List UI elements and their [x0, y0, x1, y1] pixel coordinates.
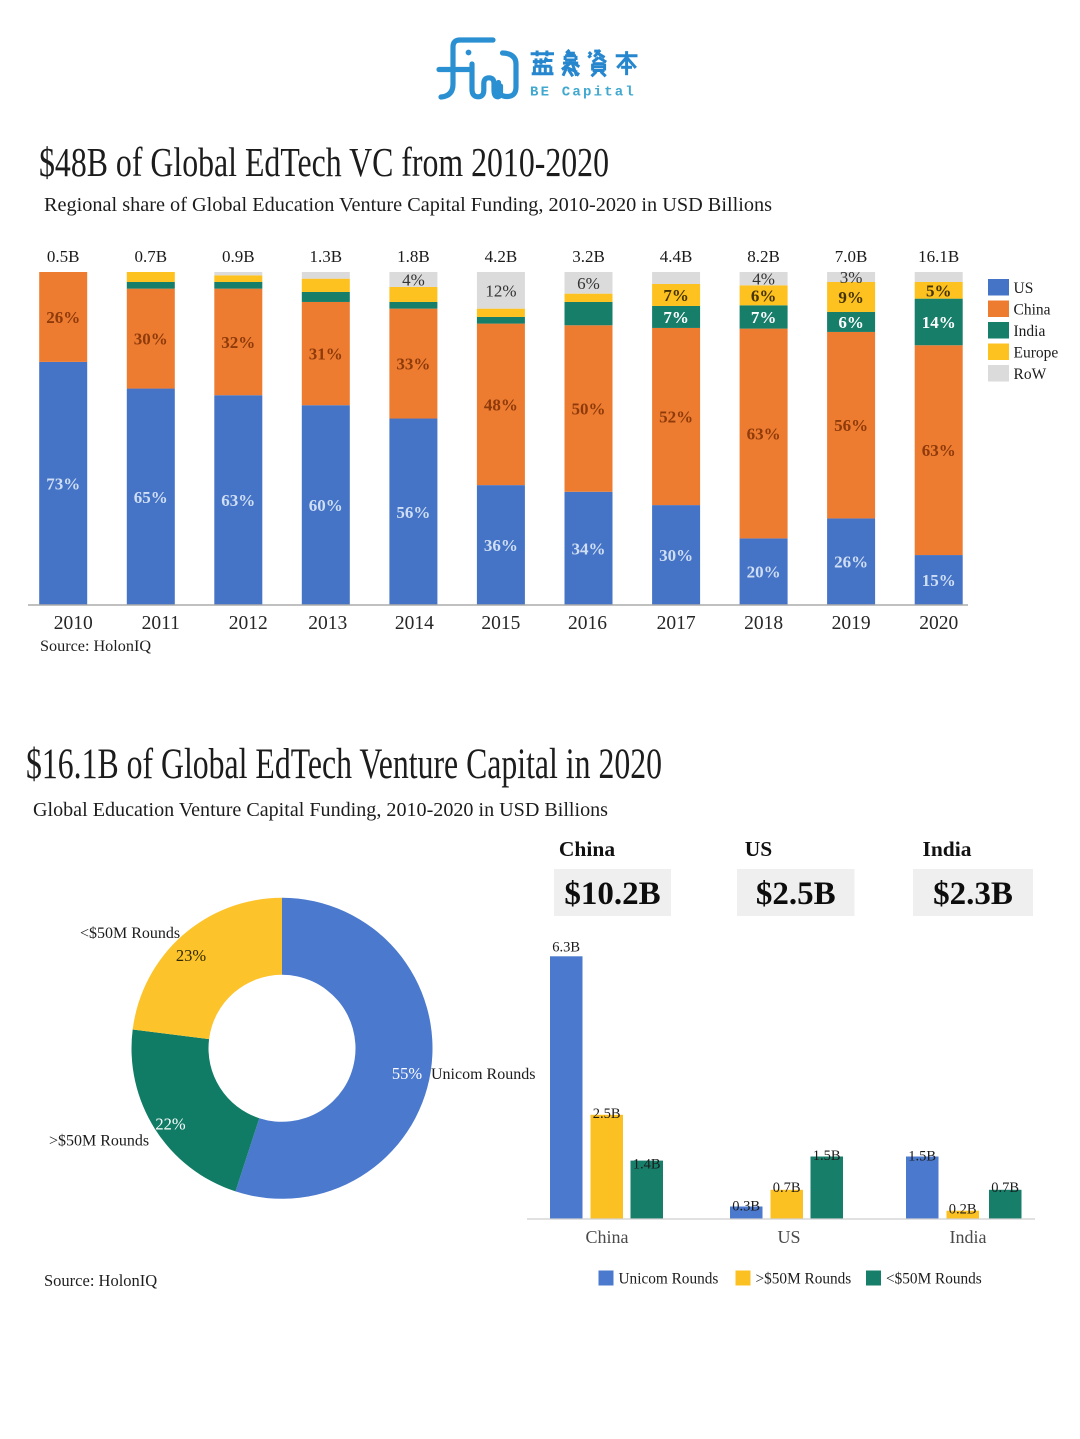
- svg-text:22%: 22%: [155, 1115, 186, 1134]
- svg-text:2020: 2020: [919, 613, 958, 634]
- svg-text:0.7B: 0.7B: [773, 1180, 801, 1196]
- svg-text:6%: 6%: [751, 286, 777, 305]
- svg-text:<$50M Rounds: <$50M Rounds: [886, 1271, 982, 1288]
- svg-text:2016: 2016: [568, 613, 607, 634]
- svg-text:6%: 6%: [577, 274, 600, 293]
- svg-text:0.9B: 0.9B: [222, 247, 255, 266]
- svg-text:China: China: [586, 1227, 629, 1247]
- svg-text:7%: 7%: [663, 286, 689, 305]
- svg-text:2012: 2012: [229, 613, 268, 634]
- svg-text:China: China: [559, 837, 615, 861]
- svg-text:India: India: [1014, 323, 1046, 340]
- svg-text:7.0B: 7.0B: [835, 247, 868, 266]
- svg-text:30%: 30%: [659, 546, 693, 565]
- svg-text:16.1B: 16.1B: [918, 247, 959, 266]
- svg-text:5%: 5%: [926, 281, 952, 300]
- svg-text:Unicom Rounds: Unicom Rounds: [431, 1066, 535, 1083]
- svg-text:6%: 6%: [838, 313, 864, 332]
- svg-text:>$50M Rounds: >$50M Rounds: [756, 1271, 852, 1288]
- svg-text:2011: 2011: [142, 613, 180, 634]
- svg-text:2010: 2010: [54, 613, 93, 634]
- svg-text:2019: 2019: [832, 613, 871, 634]
- svg-text:India: India: [922, 837, 971, 861]
- svg-text:14%: 14%: [922, 313, 956, 332]
- svg-text:1.5B: 1.5B: [813, 1148, 841, 1164]
- svg-text:0.5B: 0.5B: [47, 247, 80, 266]
- svg-text:36%: 36%: [484, 536, 518, 555]
- svg-text:2013: 2013: [308, 613, 347, 634]
- svg-text:<$50M Rounds: <$50M Rounds: [80, 925, 180, 942]
- svg-text:2018: 2018: [744, 613, 783, 634]
- svg-text:52%: 52%: [659, 408, 693, 427]
- svg-text:1.8B: 1.8B: [397, 247, 430, 266]
- svg-text:US: US: [1014, 280, 1034, 297]
- svg-text:4.2B: 4.2B: [485, 247, 518, 266]
- svg-text:Source: HolonIQ: Source: HolonIQ: [40, 637, 151, 655]
- svg-text:0.7B: 0.7B: [135, 247, 168, 266]
- svg-text:0.2B: 0.2B: [949, 1202, 977, 1218]
- svg-text:4%: 4%: [402, 271, 425, 290]
- svg-text:4.4B: 4.4B: [660, 247, 693, 266]
- svg-text:48%: 48%: [484, 395, 518, 414]
- svg-text:RoW: RoW: [1014, 366, 1047, 383]
- svg-text:$2.3B: $2.3B: [933, 876, 1013, 912]
- svg-text:Unicom Rounds: Unicom Rounds: [619, 1271, 719, 1288]
- svg-text:56%: 56%: [396, 503, 430, 522]
- svg-text:63%: 63%: [922, 441, 956, 460]
- svg-text:1.5B: 1.5B: [908, 1149, 936, 1165]
- svg-text:>$50M Rounds: >$50M Rounds: [49, 1133, 149, 1150]
- svg-text:3%: 3%: [840, 268, 863, 287]
- svg-text:1.3B: 1.3B: [310, 247, 343, 266]
- svg-text:9%: 9%: [838, 288, 864, 307]
- svg-text:2017: 2017: [657, 613, 696, 634]
- svg-text:15%: 15%: [922, 571, 956, 590]
- svg-text:Global Education Venture Capit: Global Education Venture Capital Funding…: [33, 800, 608, 821]
- svg-text:0.3B: 0.3B: [732, 1199, 760, 1215]
- svg-text:Europe: Europe: [1014, 344, 1059, 361]
- svg-text:Regional share of Global Educa: Regional share of Global Education Ventu…: [44, 194, 772, 216]
- svg-text:50%: 50%: [572, 400, 606, 419]
- svg-text:US: US: [745, 837, 773, 861]
- svg-text:63%: 63%: [221, 491, 255, 510]
- svg-text:2.5B: 2.5B: [593, 1106, 621, 1122]
- svg-text:1.4B: 1.4B: [633, 1157, 661, 1173]
- svg-text:4%: 4%: [752, 270, 775, 289]
- svg-text:60%: 60%: [309, 496, 343, 515]
- svg-text:55%: 55%: [392, 1064, 423, 1083]
- svg-text:56%: 56%: [834, 416, 868, 435]
- svg-text:$16.1B of Global EdTech Ventur: $16.1B of Global EdTech Venture Capital …: [26, 741, 662, 788]
- svg-text:31%: 31%: [309, 345, 343, 364]
- svg-text:Source: HolonIQ: Source: HolonIQ: [44, 1271, 157, 1290]
- svg-text:63%: 63%: [747, 425, 781, 444]
- svg-text:30%: 30%: [134, 330, 168, 349]
- svg-text:20%: 20%: [747, 563, 781, 582]
- svg-text:6.3B: 6.3B: [552, 940, 580, 956]
- svg-text:$2.5B: $2.5B: [756, 876, 836, 912]
- svg-text:China: China: [1014, 301, 1051, 318]
- svg-text:8.2B: 8.2B: [747, 247, 780, 266]
- svg-text:2015: 2015: [481, 613, 520, 634]
- svg-text:26%: 26%: [834, 553, 868, 572]
- svg-text:34%: 34%: [572, 539, 606, 558]
- svg-text:BE Capital: BE Capital: [530, 85, 636, 101]
- svg-text:3.2B: 3.2B: [572, 247, 605, 266]
- svg-text:32%: 32%: [221, 333, 255, 352]
- svg-text:US: US: [777, 1227, 800, 1247]
- svg-text:73%: 73%: [46, 475, 80, 494]
- svg-text:7%: 7%: [663, 308, 689, 327]
- svg-text:India: India: [950, 1227, 987, 1247]
- svg-text:$10.2B: $10.2B: [564, 876, 660, 912]
- svg-text:23%: 23%: [176, 946, 207, 965]
- svg-text:12%: 12%: [485, 281, 516, 300]
- svg-text:7%: 7%: [751, 308, 777, 327]
- svg-text:$48B of Global EdTech VC from: $48B of Global EdTech VC from 2010-2020: [39, 139, 609, 185]
- svg-text:26%: 26%: [46, 308, 80, 327]
- svg-text:65%: 65%: [134, 488, 168, 507]
- svg-text:33%: 33%: [396, 355, 430, 374]
- svg-text:0.7B: 0.7B: [991, 1180, 1019, 1196]
- svg-text:2014: 2014: [395, 613, 434, 634]
